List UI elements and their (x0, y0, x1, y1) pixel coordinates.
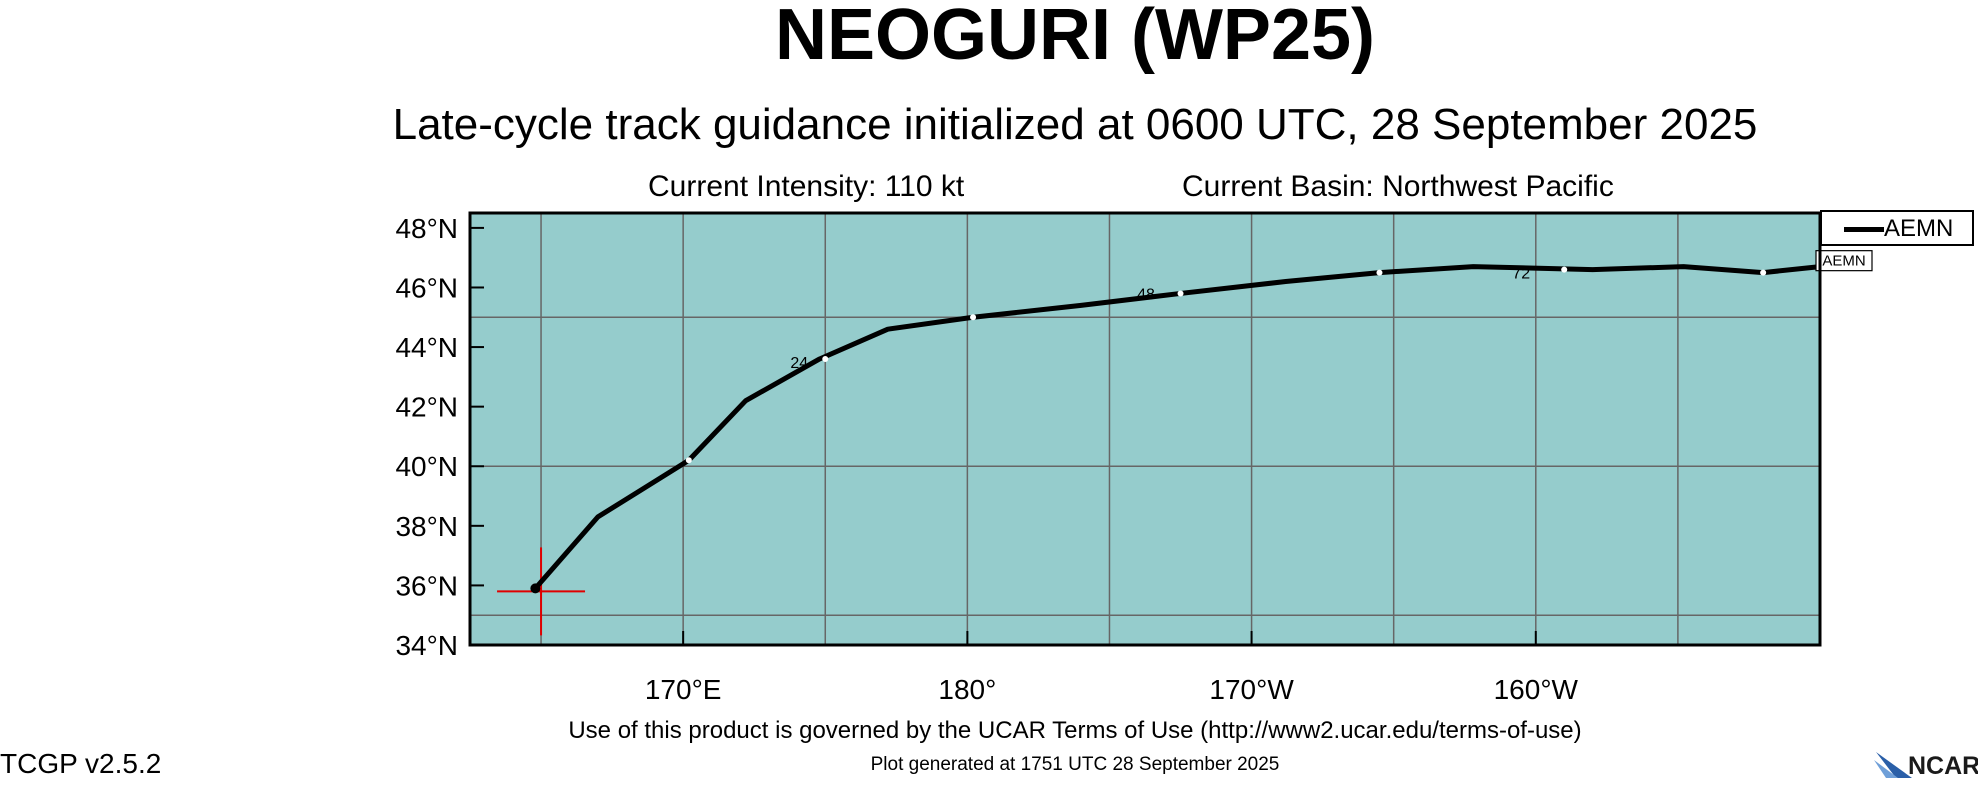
ncar-logo-text: NCAR (1908, 752, 1978, 780)
track-marker (1760, 269, 1767, 276)
track-marker (685, 457, 692, 464)
lon-tick-label: 180° (938, 674, 996, 705)
lat-tick-label: 44°N (395, 332, 458, 363)
terms-of-use: Use of this product is governed by the U… (568, 717, 1582, 744)
lon-tick-label: 160°W (1494, 674, 1579, 705)
forecast-hour-label: 72 (1512, 266, 1530, 283)
lon-tick-label: 170°W (1209, 674, 1294, 705)
page-subtitle: Late-cycle track guidance initialized at… (392, 100, 1758, 149)
ncar-logo: NCAR (1874, 750, 1978, 780)
map-frame (468, 211, 1822, 647)
lat-tick-label: 34°N (395, 630, 458, 661)
lat-tick-label: 42°N (395, 392, 458, 423)
version-label: TCGP v2.5.2 (0, 748, 162, 779)
legend-label: AEMN (1884, 215, 1954, 242)
track-end-label-text: AEMN (1822, 253, 1865, 270)
longitude-axis: 170°E 180° 170°W 160°W (645, 631, 1579, 705)
current-intensity: Current Intensity: 110 kt (648, 170, 965, 203)
track-marker (970, 314, 977, 321)
track-marker (1376, 269, 1383, 276)
current-basin: Current Basin: Northwest Pacific (1182, 170, 1614, 203)
forecast-hour-label: 24 (790, 355, 808, 372)
track-marker (1561, 266, 1568, 273)
latitude-axis: 34°N 36°N 38°N 40°N 42°N 44°N 46°N 48°N (395, 213, 484, 661)
lon-tick-label: 170°E (645, 674, 722, 705)
legend: AEMN (1820, 210, 1974, 246)
lat-tick-label: 46°N (395, 272, 458, 303)
track-end-label: AEMN (1815, 250, 1873, 272)
map-background (470, 213, 1820, 645)
track-markers (530, 266, 1767, 594)
lat-tick-label: 38°N (395, 511, 458, 542)
track-end-label-box (1815, 250, 1873, 272)
track-start-point (530, 583, 541, 594)
track-marker (822, 355, 829, 362)
forecast-hour-label: 48 (1137, 286, 1155, 303)
ncar-logo-icon (1874, 752, 1912, 778)
lat-tick-label: 48°N (395, 213, 458, 244)
track-line-aemn (533, 264, 1821, 591)
page-title: NEOGURI (WP25) (774, 0, 1376, 75)
legend-line-swatch (1844, 227, 1884, 232)
track-marker (1177, 290, 1184, 297)
lat-tick-label: 36°N (395, 570, 458, 601)
lat-tick-label: 40°N (395, 451, 458, 482)
current-position-crosshair (497, 547, 586, 636)
forecast-hour-labels: 24 48 72 (790, 266, 1530, 372)
generated-time: Plot generated at 1751 UTC 28 September … (870, 754, 1280, 775)
